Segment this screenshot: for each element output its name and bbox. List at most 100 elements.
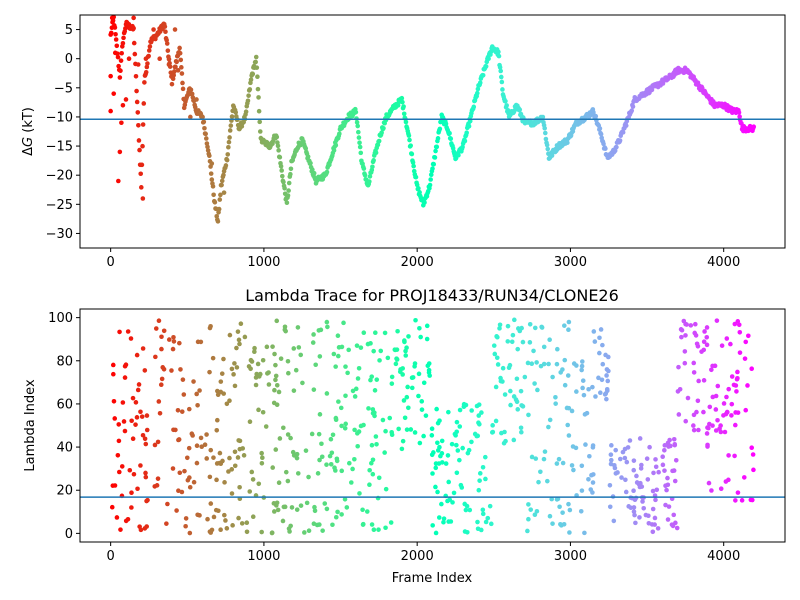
dg-point [201,119,207,125]
lambda-point [123,362,129,368]
dg-point [163,29,168,35]
lambda-point [399,446,405,452]
dg-point [361,166,367,171]
lambda-point [533,456,539,461]
lambda-point [211,455,216,460]
lambda-point [181,392,187,397]
dg-point [166,62,172,67]
lambda-point [476,487,482,493]
lambda-point [721,401,727,406]
dg-point [113,32,118,37]
dg-y-tick-label: 5 [65,23,73,38]
lambda-point [485,515,491,521]
lambda-point [142,436,148,442]
dg-point [109,15,115,21]
lambda-point [184,455,190,461]
dg-point [108,108,113,114]
lambda-point [137,524,142,529]
lambda-point [566,327,571,333]
lambda-point [627,438,633,443]
lambda-point [303,448,309,453]
lambda-point [469,439,474,445]
dg-point [324,169,330,175]
lambda-point [230,523,235,528]
lambda-point [490,423,495,428]
dg-y-tick-label: −5 [54,81,73,96]
lambda-point [278,356,284,361]
lambda-point [431,450,436,455]
lambda-point [286,370,291,376]
lambda-point [352,427,357,433]
lambda-point [160,365,166,370]
dg-point [233,110,239,115]
dg-plot-area [108,15,757,224]
lambda-point [733,498,738,503]
dg-point [139,185,144,190]
lambda-point [447,497,452,502]
dg-point [475,90,480,96]
lambda-point [185,477,191,483]
lambda-point [366,406,371,411]
dg-point [143,56,149,61]
lambda-point [691,412,697,418]
lambda-point [600,361,606,367]
lambda-point [289,505,295,510]
lambda-point [357,491,362,496]
lambda-point [244,520,250,525]
dg-point [162,24,168,29]
lambda-point [546,361,551,367]
lambda-point [155,476,161,481]
lambda-point [368,341,373,346]
dg-point [601,141,606,147]
lambda-point [252,349,257,355]
dg-point [278,164,284,169]
lambda-point [371,527,377,533]
dg-point [126,22,132,27]
lambda-point [607,483,613,488]
lambda-point [715,417,720,423]
lambda-point [274,382,280,388]
lambda-point [218,379,224,384]
lambda-point [445,453,451,458]
dg-point [499,79,505,85]
lambda-point [339,344,345,350]
lambda-point [430,471,435,476]
lambda-point [593,394,598,399]
dg-point [207,153,212,159]
lambda-point [331,351,337,357]
lambda-point [674,525,680,531]
dg-point [177,45,182,51]
dg-point [498,68,504,74]
lambda-point [367,467,372,473]
lambda-point [229,366,235,372]
dg-point [354,116,359,121]
lambda-point [734,389,739,394]
dg-point [277,154,283,160]
lambda-point [333,415,339,421]
lambda-point [599,377,605,383]
dg-point [545,146,551,152]
lambda-point [306,528,312,534]
lambda-point [273,362,278,368]
lambda-point [122,428,128,434]
lambda-point [383,525,388,531]
lambda-point [579,463,585,469]
lambda-point [631,509,637,514]
lambda-point [355,443,360,449]
lambda-point [653,497,658,503]
lambda-point [662,443,668,448]
lambda-point [549,496,554,502]
lambda-point [435,440,440,446]
lambda-point [166,337,172,342]
lambda-point [466,447,472,453]
lambda-point [330,522,335,528]
lambda-point [223,518,228,523]
lambda-point [566,501,571,507]
lambda-y-tick-label: 80 [56,354,73,369]
lambda-point [751,467,756,473]
lambda-point [246,364,252,369]
dg-x-axis: 0 1000 2000 3000 4000 [107,248,740,270]
lambda-point [285,432,291,437]
lambda-point [360,522,366,527]
lambda-point [205,516,210,522]
